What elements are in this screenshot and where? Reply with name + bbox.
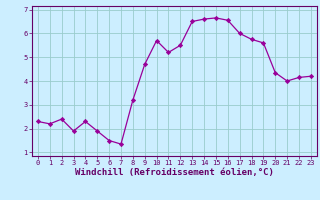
X-axis label: Windchill (Refroidissement éolien,°C): Windchill (Refroidissement éolien,°C) [75, 168, 274, 177]
